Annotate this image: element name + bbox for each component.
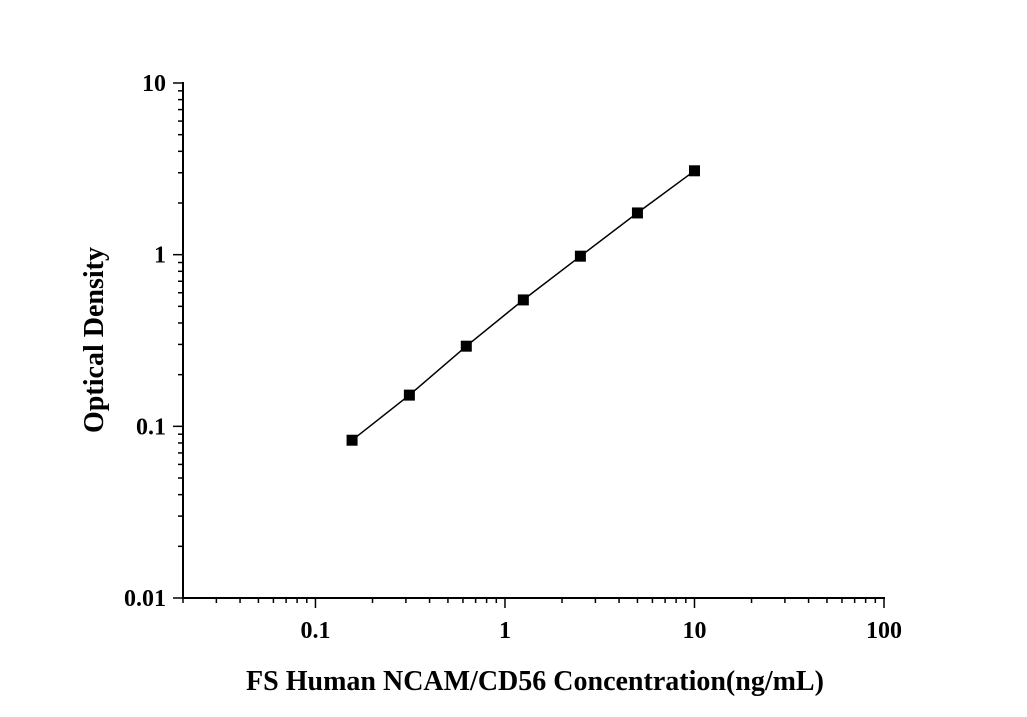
- y-tick-label: 0.01: [124, 586, 166, 612]
- x-axis-title: FS Human NCAM/CD56 Concentration(ng/mL): [246, 666, 824, 697]
- y-tick-label: 1: [154, 243, 166, 269]
- data-point-marker: [574, 250, 586, 262]
- data-point-marker: [460, 340, 472, 352]
- tick-labels: 0.01 0.1 1 10 0.1 1 10 100: [124, 71, 902, 644]
- y-tick-label: 10: [142, 71, 166, 97]
- x-tick-label: 0.1: [300, 618, 330, 644]
- axis-ticks: [173, 82, 885, 608]
- data-point-marker: [346, 434, 358, 446]
- data-point-marker: [403, 389, 415, 401]
- axes: [182, 82, 885, 599]
- x-tick-label: 10: [682, 618, 706, 644]
- data-point-marker: [517, 294, 529, 306]
- y-tick-label: 0.1: [136, 414, 166, 440]
- x-tick-label: 1: [499, 618, 511, 644]
- x-tick-label: 100: [866, 618, 902, 644]
- series-line: [351, 170, 695, 441]
- data-series: [346, 165, 700, 446]
- y-axis-title: Optical Density: [79, 247, 110, 433]
- data-point-marker: [688, 165, 700, 177]
- data-point-marker: [631, 207, 643, 219]
